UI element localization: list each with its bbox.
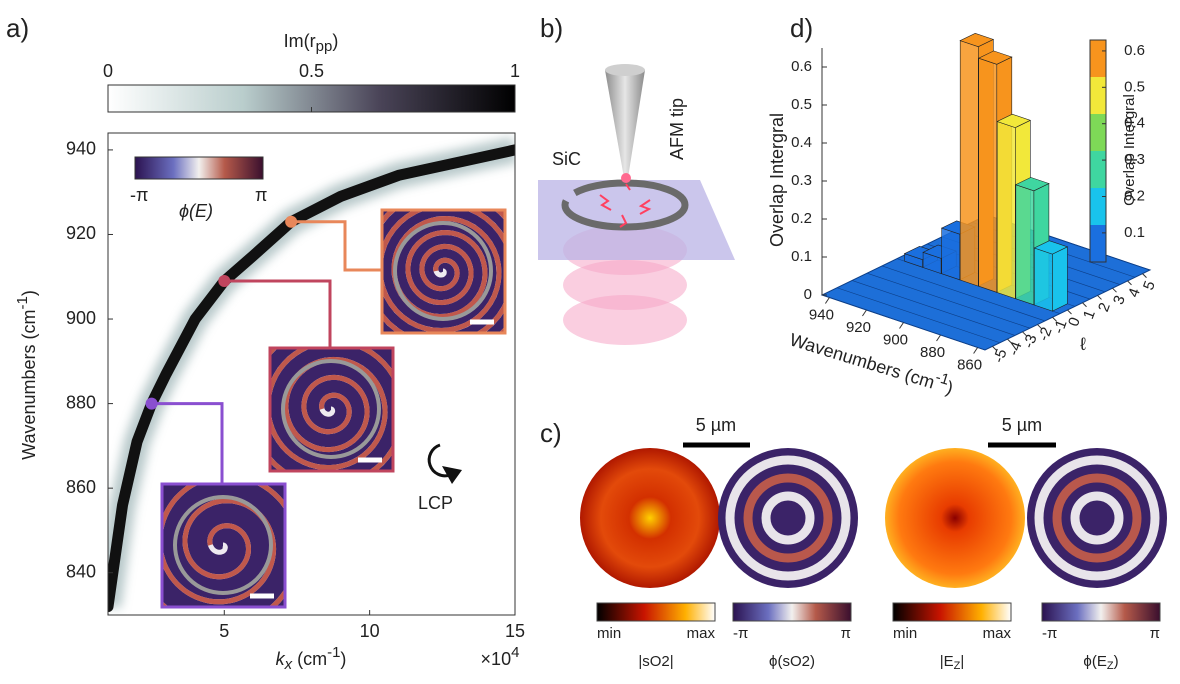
colorbar-tick-label: 1 <box>510 61 520 81</box>
y-tick <box>1128 281 1132 285</box>
x-tick-label: 880 <box>920 344 945 361</box>
afm-schematic <box>538 64 735 345</box>
y-tick <box>1068 310 1072 314</box>
y-tick-label: 940 <box>66 139 96 159</box>
mode-point <box>218 275 230 287</box>
colorbar-tick-label: 0 <box>103 61 113 81</box>
y-tick <box>1113 288 1117 292</box>
panel-label: a) <box>6 13 29 43</box>
x-tick <box>862 310 866 316</box>
y-tick-label: 920 <box>66 223 96 243</box>
x-tick-label: 920 <box>846 319 871 336</box>
z-tick-label: 0.5 <box>791 96 812 113</box>
colorbar-tick-label: 0.4 <box>1124 115 1145 132</box>
phase-min: -π <box>130 185 148 205</box>
bar-face <box>960 41 978 287</box>
colorbar-band <box>1090 114 1106 151</box>
colorbar-tick-label: 0.3 <box>1124 151 1145 168</box>
y-tick-label: 900 <box>66 308 96 328</box>
scale-bar-label: 5 µm <box>696 415 736 435</box>
z-tick-label: 0.4 <box>791 134 812 151</box>
panel-label: d) <box>790 13 813 43</box>
x-tick <box>937 335 941 341</box>
y-axis-label: Wavenumbers (cm-1) <box>14 290 39 460</box>
z-tick-label: 0.1 <box>791 248 812 265</box>
colorbar-label: |EZ| <box>940 653 965 672</box>
mode-point <box>146 398 158 410</box>
x-tick <box>900 323 904 329</box>
bar <box>1034 241 1067 311</box>
colorbar-title: Im(rpp) <box>284 31 339 55</box>
y-tick-label: 840 <box>66 561 96 581</box>
figure: a) b) c) d) Im(rpp) kx (cm-1) ×104 Waven… <box>0 0 1180 684</box>
x-tick-label: 900 <box>883 331 908 348</box>
x-axis-label: Wavenumbers (cm-1) <box>787 325 957 398</box>
bar-face <box>979 58 997 292</box>
lcp-label: LCP <box>418 493 453 513</box>
colorbar-label: |sO2| <box>638 653 673 670</box>
bar-face <box>1052 247 1067 311</box>
bar-face <box>997 122 1015 299</box>
colorbar-label: ϕ(sO2) <box>769 653 815 670</box>
y-tick-label: 2 <box>1095 301 1114 315</box>
colorbar-min: -π <box>1042 625 1057 642</box>
x-tick <box>825 298 829 304</box>
y-tick-label: 880 <box>66 392 96 412</box>
colorbar-min: min <box>597 625 621 642</box>
x-tick-label: 15 <box>505 621 525 641</box>
phase-max: π <box>255 185 267 205</box>
colorbar-tick-label: 0.2 <box>1124 187 1145 204</box>
colorbar-band <box>1090 40 1106 77</box>
material-label: SiC <box>552 149 581 169</box>
y-tick <box>1143 274 1147 278</box>
z-axis-label: Overlap Intergral <box>767 113 787 247</box>
z-tick-label: 0 <box>804 286 812 303</box>
colorbar-tick-label: 0.6 <box>1124 42 1145 59</box>
colorbar-min: min <box>893 625 917 642</box>
z-tick-label: 0.3 <box>791 172 812 189</box>
colorbar-band <box>1090 77 1106 114</box>
x-tick-label: 10 <box>360 621 380 641</box>
x-axis-label: kx (cm-1) <box>276 644 347 673</box>
y-axis-label: ℓ <box>1080 334 1086 354</box>
colorbar-max: π <box>841 625 851 642</box>
colorbar-min: -π <box>733 625 748 642</box>
phase-label: ϕ(E) <box>179 201 213 221</box>
colorbar-band <box>1090 188 1106 225</box>
colorbar-max: π <box>1150 625 1160 642</box>
y-tick-label: 3 <box>1110 293 1129 307</box>
field-maps <box>580 445 1167 621</box>
x-tick-label: 5 <box>219 621 229 641</box>
mode-point <box>285 216 297 228</box>
panel-label: c) <box>540 418 562 448</box>
tip-label: AFM tip <box>667 98 687 160</box>
colorbar-tick-label: 0.1 <box>1124 224 1145 241</box>
x-tick <box>974 348 978 354</box>
phase-colorbar <box>135 157 263 179</box>
y-tick <box>1098 295 1102 299</box>
x-tick-label: 860 <box>957 356 982 373</box>
bar-face <box>1016 185 1034 305</box>
colorbar-tick-label: 0.5 <box>299 61 324 81</box>
colorbar-band <box>1090 225 1106 262</box>
y-tick-label: 860 <box>66 477 96 497</box>
bar-face <box>942 228 960 280</box>
colorbar-label: ϕ(EZ) <box>1083 653 1118 672</box>
y-tick <box>1083 303 1087 307</box>
y-tick-label: 4 <box>1125 286 1144 300</box>
y-tick-label: 5 <box>1140 279 1159 293</box>
y-tick-label: 1 <box>1080 308 1099 322</box>
z-tick-label: 0.6 <box>791 58 812 75</box>
scale-bar-label: 5 µm <box>1002 415 1042 435</box>
colorbar-max: max <box>983 625 1012 642</box>
colorbar-band <box>1090 151 1106 188</box>
colorbar-max: max <box>687 625 716 642</box>
bar-face <box>1034 248 1052 311</box>
z-tick-label: 0.2 <box>791 210 812 227</box>
x-multiplier: ×104 <box>481 644 520 669</box>
panel-label: b) <box>540 13 563 43</box>
colorbar-tick-label: 0.5 <box>1124 78 1145 95</box>
x-tick-label: 940 <box>809 306 834 323</box>
